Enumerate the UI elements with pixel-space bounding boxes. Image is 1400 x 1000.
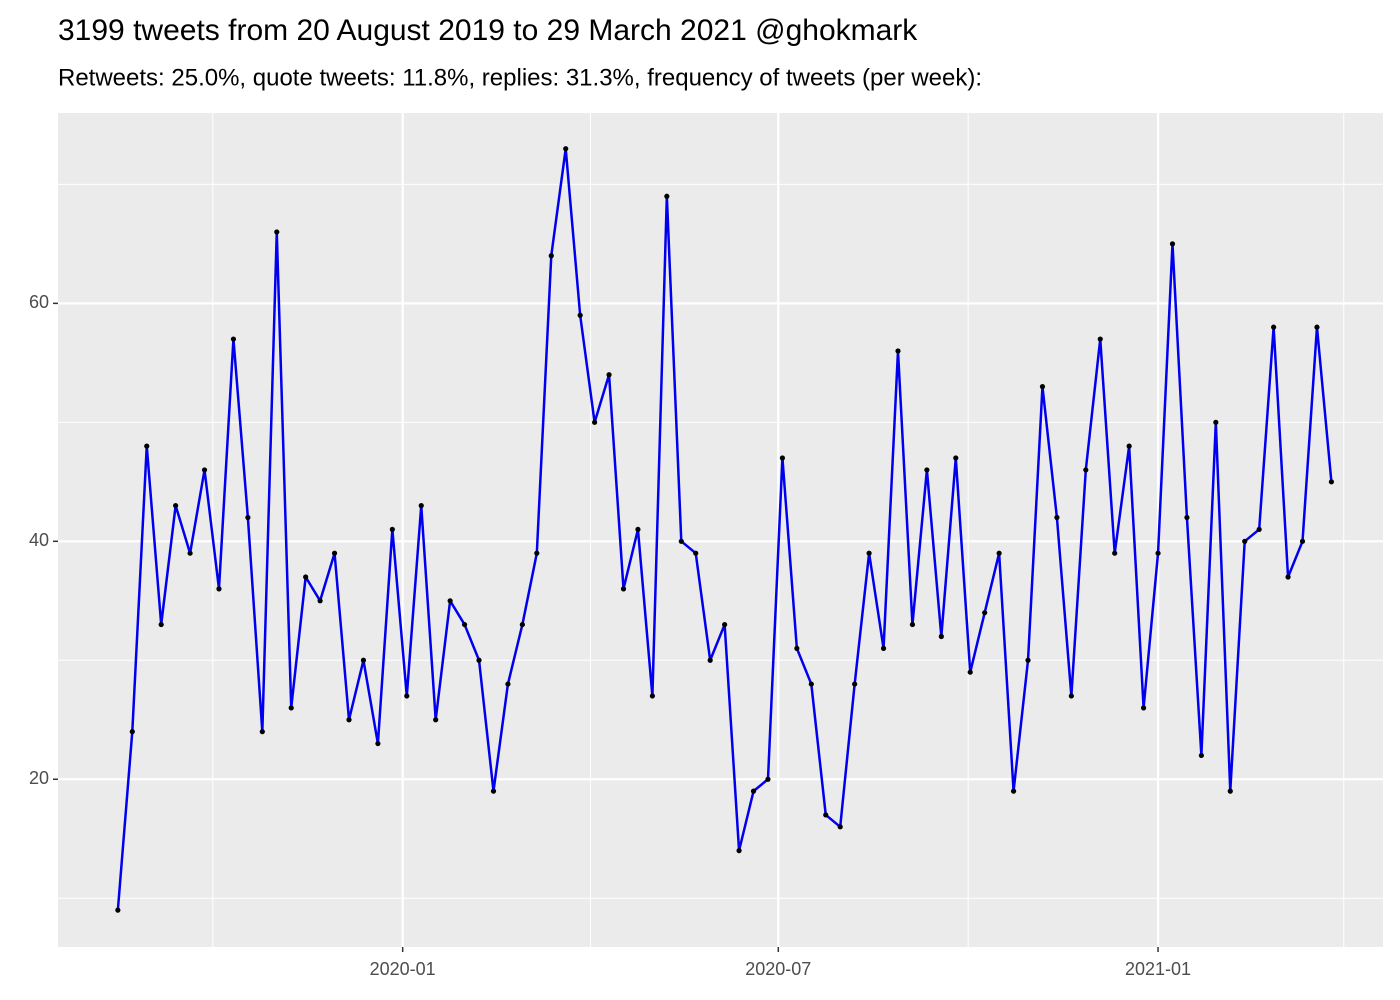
data-point bbox=[158, 621, 164, 628]
data-point bbox=[1112, 550, 1118, 556]
data-point bbox=[1126, 443, 1132, 449]
data-point bbox=[447, 598, 453, 604]
data-point bbox=[548, 253, 554, 259]
data-point bbox=[736, 848, 742, 854]
data-point bbox=[418, 503, 424, 509]
data-point bbox=[967, 669, 973, 675]
data-point bbox=[216, 586, 222, 592]
data-point bbox=[1025, 657, 1031, 663]
data-point bbox=[476, 657, 482, 663]
data-point bbox=[173, 503, 179, 509]
data-point bbox=[1155, 550, 1161, 556]
data-point bbox=[722, 621, 728, 628]
data-point bbox=[534, 550, 540, 556]
data-point bbox=[707, 657, 713, 663]
data-point bbox=[201, 467, 208, 473]
data-point bbox=[404, 693, 410, 699]
data-point bbox=[1198, 752, 1204, 759]
data-point bbox=[779, 455, 786, 461]
data-point bbox=[996, 550, 1002, 556]
data-point bbox=[577, 312, 583, 318]
data-point bbox=[331, 550, 338, 556]
data-point bbox=[389, 526, 395, 533]
data-point bbox=[115, 907, 121, 913]
data-point bbox=[924, 467, 930, 473]
data-point bbox=[1271, 324, 1277, 330]
data-point bbox=[144, 443, 150, 449]
marks bbox=[115, 146, 1335, 913]
data-point bbox=[274, 229, 280, 235]
data-point bbox=[852, 681, 858, 687]
data-point bbox=[1285, 574, 1291, 580]
data-point bbox=[187, 550, 193, 556]
data-point bbox=[1213, 419, 1219, 425]
data-point bbox=[563, 146, 569, 152]
data-point bbox=[519, 621, 525, 628]
data-point bbox=[982, 610, 988, 616]
data-point bbox=[1140, 705, 1147, 711]
data-point bbox=[1010, 788, 1017, 794]
data-point bbox=[1256, 526, 1262, 533]
data-point bbox=[909, 621, 916, 628]
data-point bbox=[1299, 538, 1306, 544]
data-point bbox=[317, 598, 323, 604]
data-point bbox=[938, 633, 944, 640]
panel bbox=[58, 113, 1383, 947]
data-point bbox=[1054, 514, 1060, 521]
data-point bbox=[592, 419, 598, 425]
data-point bbox=[346, 717, 352, 723]
data-point bbox=[1314, 324, 1320, 330]
x-tick-label: 2021-01 bbox=[1125, 959, 1191, 979]
data-point bbox=[1083, 467, 1089, 473]
chart-subtitle: Retweets: 25.0%, quote tweets: 11.8%, re… bbox=[58, 64, 982, 91]
data-point bbox=[433, 717, 439, 723]
data-point bbox=[490, 788, 497, 794]
data-point bbox=[880, 645, 887, 651]
data-point bbox=[808, 681, 814, 687]
data-point bbox=[505, 681, 511, 687]
data-point bbox=[693, 550, 699, 556]
data-point bbox=[1097, 336, 1103, 342]
y-tick-label: 20 bbox=[29, 768, 49, 788]
chart-title: 3199 tweets from 20 August 2019 to 29 Ma… bbox=[58, 14, 918, 47]
data-point bbox=[750, 788, 757, 794]
data-point bbox=[620, 586, 627, 592]
data-point bbox=[635, 526, 641, 533]
data-point bbox=[1169, 241, 1176, 247]
data-point bbox=[1068, 693, 1074, 699]
data-point bbox=[288, 705, 294, 711]
y-tick-label: 60 bbox=[29, 292, 49, 312]
data-point bbox=[953, 455, 959, 461]
y-tick-label: 40 bbox=[29, 530, 49, 550]
data-point bbox=[1227, 788, 1233, 794]
data-point bbox=[129, 729, 135, 735]
data-point bbox=[375, 740, 381, 747]
data-point bbox=[866, 550, 872, 556]
data-point bbox=[1039, 384, 1046, 390]
data-point bbox=[794, 645, 800, 651]
data-point bbox=[606, 372, 612, 378]
data-point bbox=[649, 693, 655, 699]
data-point bbox=[895, 348, 901, 354]
data-point bbox=[678, 538, 684, 544]
x-tick-label: 2020-07 bbox=[745, 959, 811, 979]
data-point bbox=[230, 336, 237, 342]
data-point bbox=[259, 729, 265, 735]
data-point bbox=[303, 574, 309, 580]
data-point bbox=[823, 812, 829, 818]
data-point bbox=[837, 824, 843, 830]
data-point bbox=[461, 621, 468, 628]
data-point bbox=[1184, 514, 1190, 521]
data-point bbox=[245, 514, 251, 521]
data-point bbox=[1328, 479, 1335, 485]
data-point bbox=[360, 657, 367, 663]
data-point bbox=[664, 193, 670, 199]
data-point bbox=[1242, 538, 1248, 544]
data-point bbox=[765, 776, 771, 782]
x-tick-label: 2020-01 bbox=[370, 959, 436, 979]
